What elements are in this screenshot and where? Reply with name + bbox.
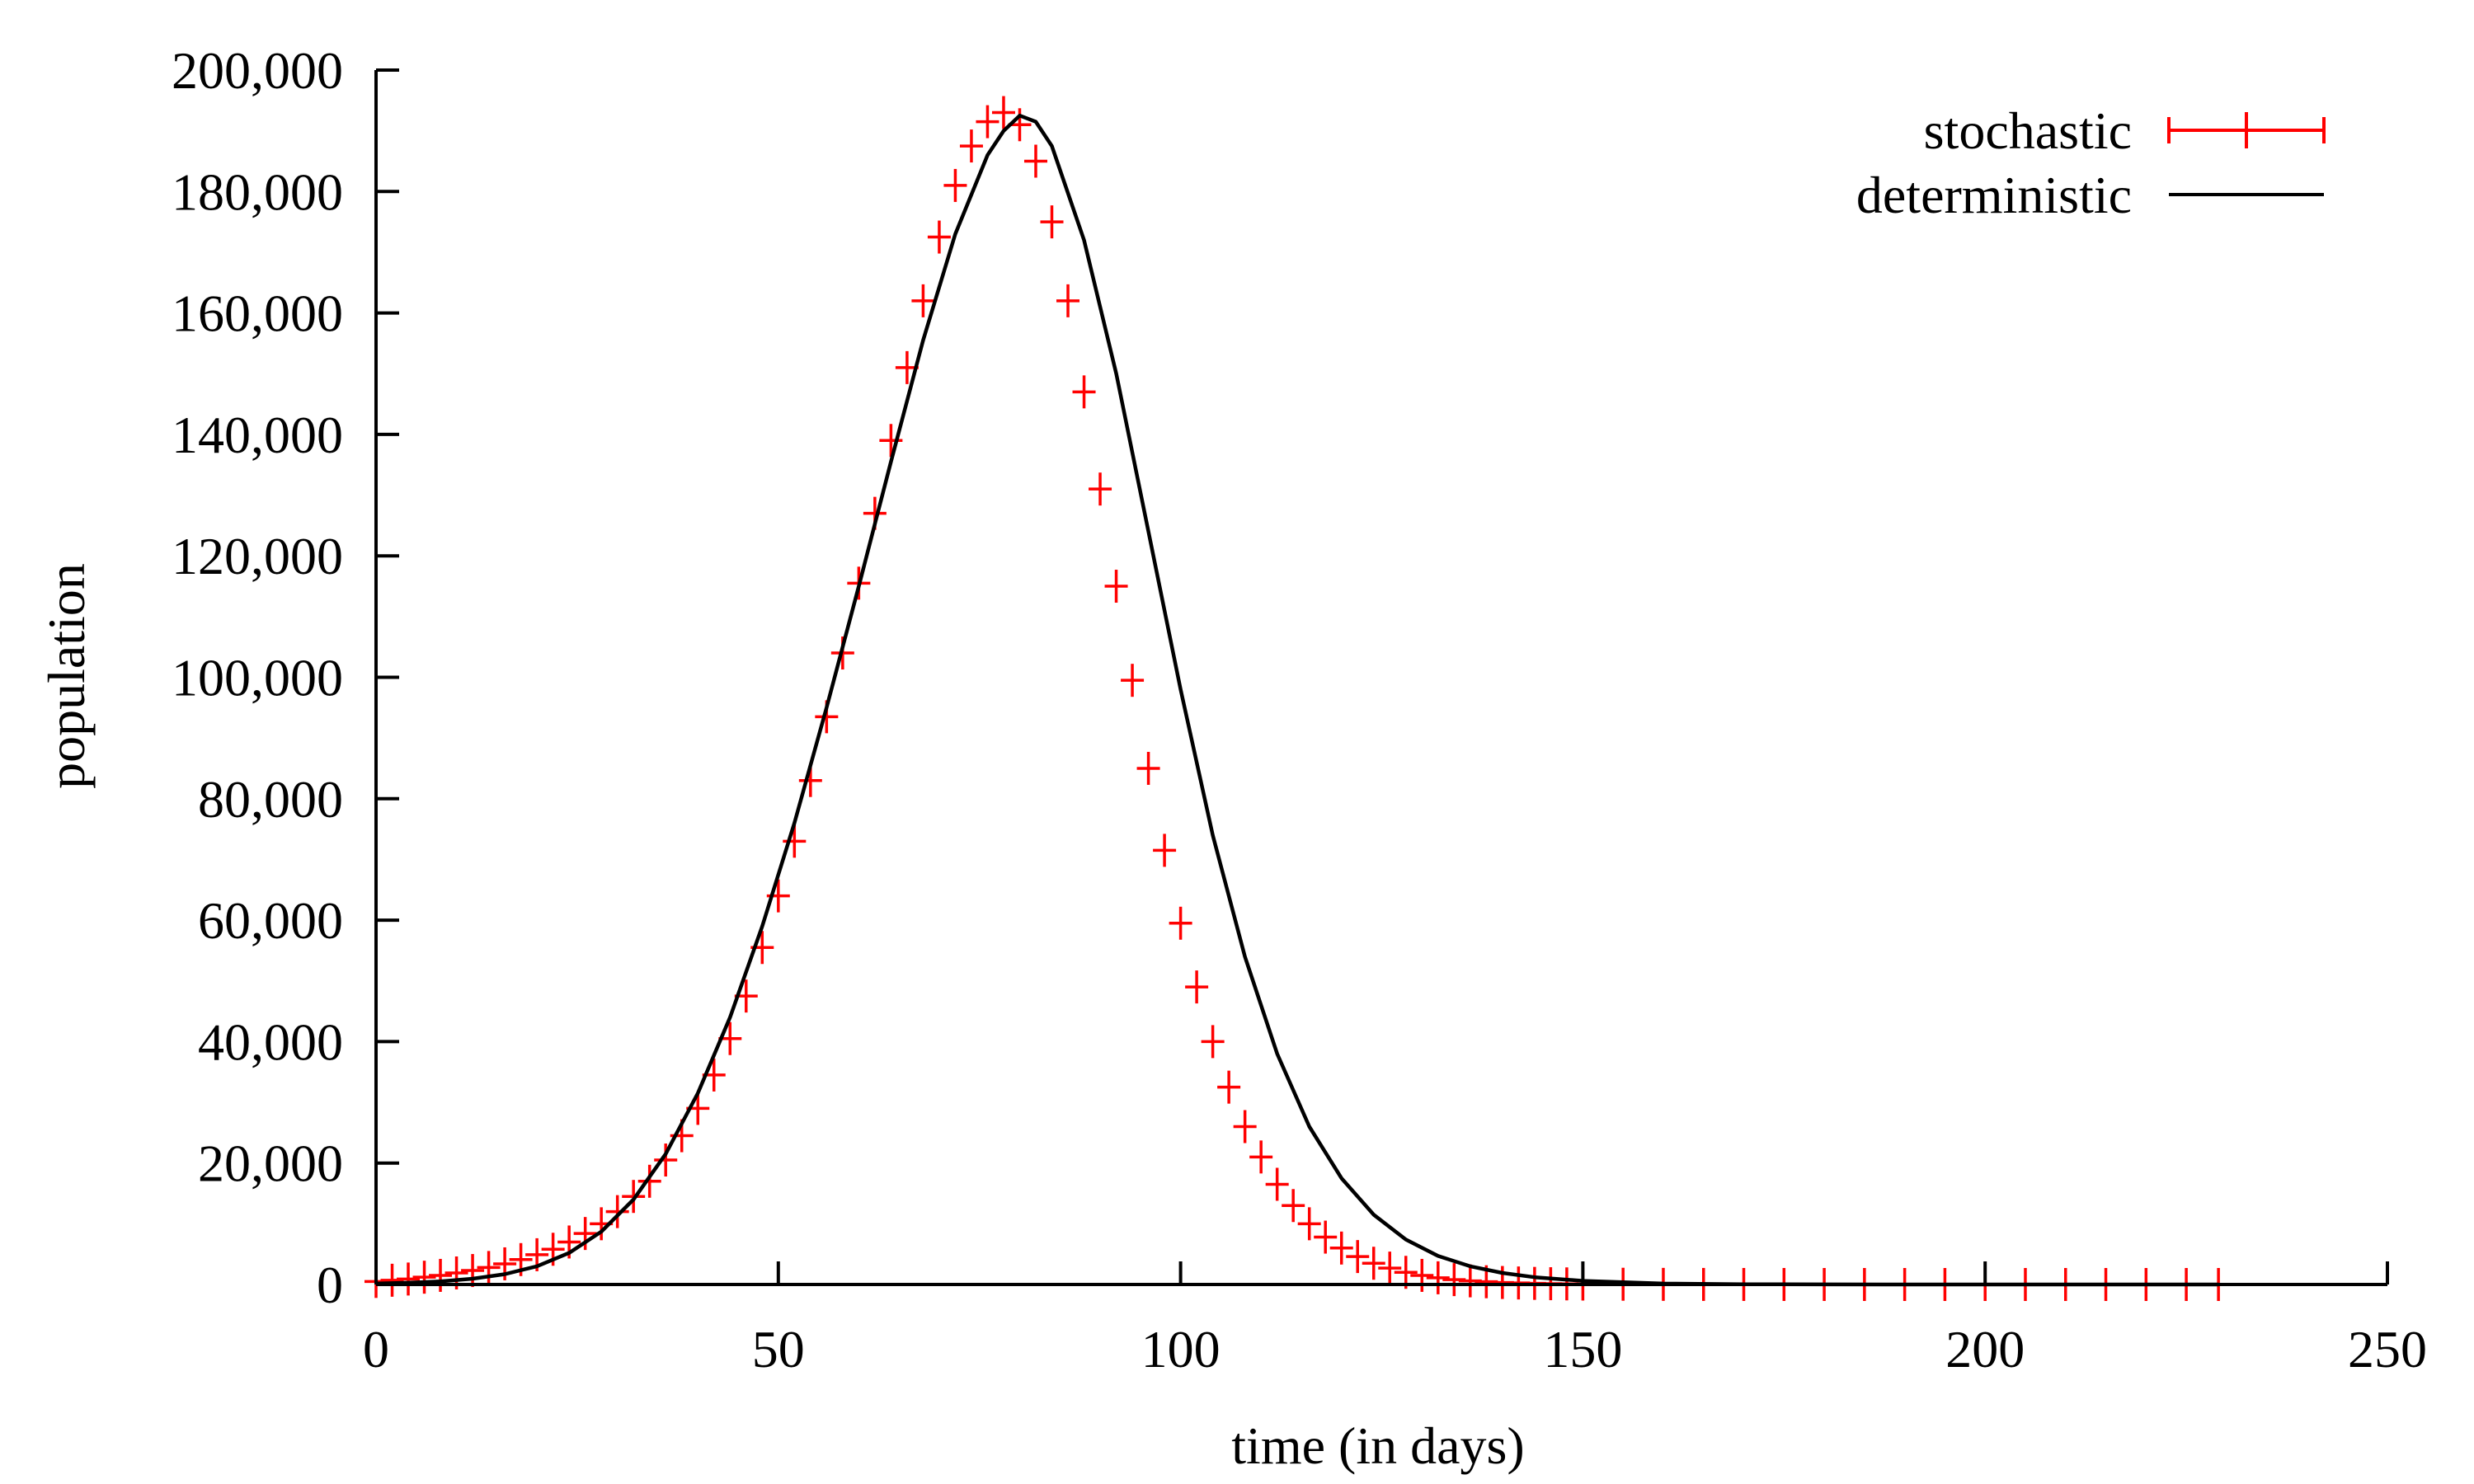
stochastic-point [397, 1262, 421, 1296]
y-tick-label: 60,000 [198, 891, 343, 950]
stochastic-point [1072, 375, 1096, 409]
y-tick-label: 160,000 [172, 284, 343, 343]
stochastic-point [1265, 1167, 1289, 1201]
axes-layer: 0 50 100 150 200 250 0 20,000 40,000 60,000 80,000… [172, 41, 2427, 1378]
stochastic-point [1040, 205, 1064, 239]
stochastic-point [412, 1261, 436, 1294]
x-tick-label: 150 [1543, 1320, 1622, 1378]
stochastic-point [1426, 1261, 1450, 1294]
x-tick-label: 200 [1945, 1320, 2025, 1378]
x-axis-title: time (in days) [1231, 1416, 1524, 1475]
y-tick-label: 140,000 [172, 406, 343, 464]
stochastic-point [1104, 570, 1128, 603]
stochastic-point [1169, 906, 1192, 940]
series-deterministic-line [375, 113, 2219, 1287]
y-tick-label: 100,000 [172, 649, 343, 707]
stochastic-point [879, 424, 903, 458]
stochastic-point [991, 96, 1015, 129]
x-tick-label: 250 [2348, 1320, 2427, 1378]
legend: stochastic deterministic [1856, 101, 2326, 224]
legend-label-stochastic: stochastic [1924, 101, 2132, 160]
stochastic-point [1136, 751, 1160, 785]
y-tick-label: 40,000 [198, 1012, 343, 1071]
stochastic-point [654, 1144, 678, 1177]
x-tick-label: 0 [363, 1320, 389, 1378]
stochastic-point [1410, 1258, 1434, 1292]
stochastic-point [911, 284, 935, 317]
stochastic-point [1362, 1247, 1385, 1280]
x-tick-label: 50 [752, 1320, 805, 1378]
y-axis-title: population [37, 563, 96, 789]
stochastic-point [429, 1258, 453, 1292]
y-tick-label: 20,000 [198, 1134, 343, 1193]
stochastic-point [1233, 1110, 1257, 1144]
stochastic-point [976, 105, 999, 139]
y-tick-label: 200,000 [172, 41, 343, 100]
stochastic-point [1023, 144, 1047, 178]
y-tick-label: 180,000 [172, 162, 343, 221]
legend-sample-stochastic [2167, 112, 2326, 148]
stochastic-point [1153, 834, 1177, 867]
x-tick-label: 100 [1141, 1320, 1221, 1378]
stochastic-point [1282, 1189, 1305, 1223]
stochastic-point [1378, 1252, 1402, 1285]
stochastic-point [477, 1251, 501, 1284]
stochastic-point [605, 1195, 629, 1228]
stochastic-point [637, 1164, 661, 1198]
y-tick-label: 120,000 [172, 527, 343, 585]
stochastic-point [943, 168, 967, 202]
stochastic-point [1314, 1220, 1338, 1254]
y-tick-label: 0 [317, 1256, 343, 1314]
stochastic-point [1089, 472, 1112, 506]
legend-label-deterministic: deterministic [1856, 166, 2132, 224]
stochastic-point [1185, 970, 1209, 1004]
stochastic-point [461, 1254, 485, 1288]
stochastic-point [1121, 664, 1145, 697]
stochastic-point [1346, 1240, 1370, 1274]
stochastic-point [1297, 1207, 1321, 1241]
stochastic-point [1249, 1140, 1273, 1174]
stochastic-point [1217, 1070, 1241, 1104]
y-tick-label: 80,000 [198, 770, 343, 829]
stochastic-point [1056, 284, 1080, 317]
stochastic-point [927, 220, 951, 254]
stochastic-point [959, 129, 983, 163]
stochastic-point [783, 824, 807, 858]
stochastic-point [1329, 1231, 1353, 1265]
stochastic-point [1201, 1025, 1225, 1059]
